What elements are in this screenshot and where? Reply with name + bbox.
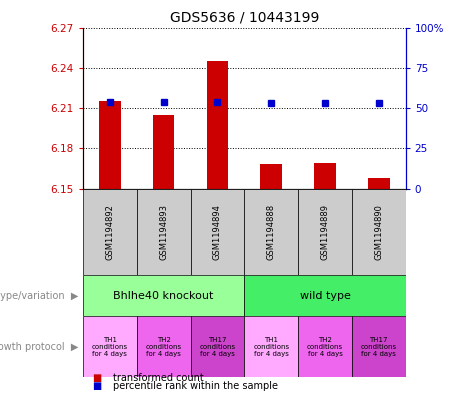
Text: ■: ■ <box>92 373 101 384</box>
Text: GSM1194893: GSM1194893 <box>159 204 168 260</box>
Bar <box>260 165 282 189</box>
Bar <box>244 316 298 377</box>
Text: TH2
conditions
for 4 days: TH2 conditions for 4 days <box>307 337 343 357</box>
Text: wild type: wild type <box>300 291 350 301</box>
Bar <box>190 189 244 275</box>
Bar <box>83 316 137 377</box>
Title: GDS5636 / 10443199: GDS5636 / 10443199 <box>170 11 319 25</box>
Text: genotype/variation  ▶: genotype/variation ▶ <box>0 291 78 301</box>
Text: TH2
conditions
for 4 days: TH2 conditions for 4 days <box>146 337 182 357</box>
Text: GSM1194888: GSM1194888 <box>267 204 276 260</box>
Bar <box>153 115 174 189</box>
Text: transformed count: transformed count <box>113 373 204 384</box>
Text: GSM1194889: GSM1194889 <box>320 204 330 260</box>
Text: ■: ■ <box>92 381 101 391</box>
Bar <box>137 189 190 275</box>
Text: GSM1194894: GSM1194894 <box>213 204 222 260</box>
Text: TH17
conditions
for 4 days: TH17 conditions for 4 days <box>199 337 236 357</box>
Text: growth protocol  ▶: growth protocol ▶ <box>0 342 78 352</box>
Text: GSM1194890: GSM1194890 <box>374 204 383 260</box>
Bar <box>368 178 390 189</box>
Bar <box>298 189 352 275</box>
Bar <box>352 316 406 377</box>
Bar <box>137 316 190 377</box>
Text: percentile rank within the sample: percentile rank within the sample <box>113 381 278 391</box>
Text: Bhlhe40 knockout: Bhlhe40 knockout <box>113 291 214 301</box>
Bar <box>244 189 298 275</box>
Bar <box>83 189 137 275</box>
Text: TH17
conditions
for 4 days: TH17 conditions for 4 days <box>361 337 397 357</box>
Bar <box>244 275 406 316</box>
Bar <box>190 316 244 377</box>
Bar <box>99 101 121 189</box>
Bar <box>83 275 244 316</box>
Bar <box>352 189 406 275</box>
Bar <box>207 61 228 189</box>
Bar <box>298 316 352 377</box>
Text: TH1
conditions
for 4 days: TH1 conditions for 4 days <box>92 337 128 357</box>
Text: GSM1194892: GSM1194892 <box>106 204 114 260</box>
Text: TH1
conditions
for 4 days: TH1 conditions for 4 days <box>253 337 290 357</box>
Bar <box>314 163 336 189</box>
